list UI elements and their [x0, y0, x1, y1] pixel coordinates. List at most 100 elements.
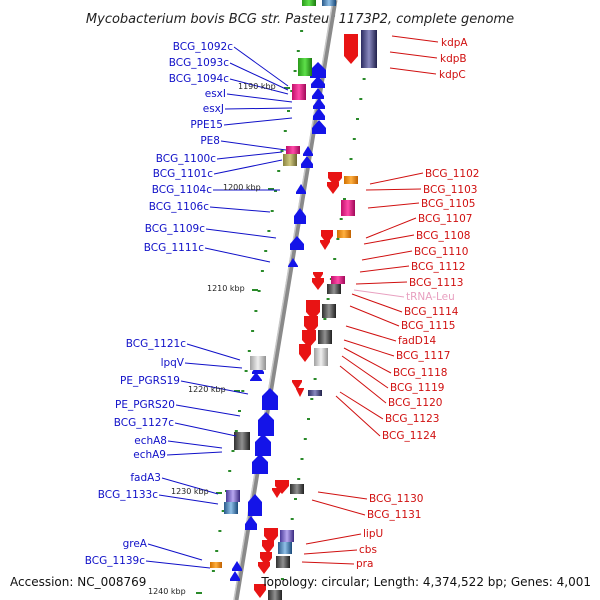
gene-box — [292, 84, 306, 100]
gene-label[interactable]: PE8 — [200, 135, 220, 147]
tick-mark — [260, 270, 264, 272]
gene-arrow-minus — [312, 120, 326, 134]
leader-line — [216, 151, 283, 160]
gene-label[interactable]: cbs — [359, 544, 377, 556]
leader-line — [161, 477, 219, 495]
kbp-tick — [196, 592, 202, 594]
gene-arrow-minus — [255, 434, 271, 456]
gene-label-trna[interactable]: tRNA-Leu — [406, 291, 455, 303]
gene-label[interactable]: PE_PGRS19 — [120, 375, 180, 387]
gene-label[interactable]: esxJ — [203, 103, 224, 115]
gene-label[interactable]: PPE15 — [190, 119, 223, 131]
gene-label[interactable]: BCG_1111c — [144, 242, 204, 254]
gene-label[interactable]: BCG_1101c — [153, 168, 213, 180]
gene-label[interactable]: BCG_1114 — [404, 306, 459, 318]
gene-label[interactable]: BCG_1130 — [369, 493, 423, 505]
tick-mark — [231, 450, 235, 452]
tick-mark — [359, 98, 363, 100]
gene-label[interactable]: BCG_1127c — [114, 417, 174, 429]
gene-label[interactable]: PE_PGRS20 — [115, 399, 175, 411]
tick-mark — [313, 378, 317, 380]
gene-label[interactable]: BCG_1123 — [385, 413, 439, 425]
gene-label[interactable]: BCG_1108 — [416, 230, 470, 242]
leader-line — [355, 281, 408, 285]
gene-label[interactable]: BCG_1104c — [152, 184, 212, 196]
gene-label[interactable]: kdpA — [441, 37, 468, 49]
gene-label[interactable]: kdpB — [440, 53, 467, 65]
tick-mark — [267, 230, 271, 232]
gene-arrow-minus — [303, 146, 313, 156]
gene-box — [276, 556, 290, 568]
gene-label[interactable]: esxI — [205, 88, 226, 100]
gene-label[interactable]: BCG_1118 — [393, 367, 447, 379]
gene-label[interactable]: pra — [356, 558, 373, 570]
leader-line — [305, 533, 362, 545]
gene-label[interactable]: BCG_1107 — [418, 213, 472, 225]
gene-label[interactable]: echA9 — [133, 449, 166, 461]
tick-mark — [280, 150, 284, 152]
gene-label[interactable]: BCG_1133c — [98, 489, 158, 501]
gene-box — [322, 304, 336, 318]
gene-box — [298, 58, 312, 76]
gene-arrow-minus — [294, 208, 306, 224]
gene-label[interactable]: BCG_1120 — [388, 397, 442, 409]
leader-line — [158, 494, 219, 505]
gene-label[interactable]: BCG_1094c — [169, 73, 229, 85]
gene-box — [327, 284, 341, 294]
leader-line — [220, 140, 287, 151]
gene-label[interactable]: fadA3 — [130, 472, 161, 484]
gene-label[interactable]: lpqV — [161, 357, 185, 369]
leader-line — [361, 250, 413, 261]
gene-arrow-minus — [288, 258, 298, 267]
gene-box — [268, 590, 282, 600]
leader-line — [359, 265, 410, 273]
gene-label[interactable]: lipU — [363, 528, 383, 540]
leader-line — [335, 395, 381, 437]
leader-line — [301, 561, 355, 565]
gene-label[interactable]: echA8 — [134, 435, 167, 447]
gene-label[interactable]: BCG_1105 — [421, 198, 475, 210]
gene-label[interactable]: BCG_1112 — [411, 261, 465, 273]
gene-label[interactable]: BCG_1106c — [149, 201, 209, 213]
leader-line — [205, 228, 277, 239]
leader-line — [180, 380, 249, 395]
tick-mark — [283, 130, 287, 132]
gene-label[interactable]: BCG_1131 — [367, 509, 421, 521]
gene-label[interactable]: greA — [123, 538, 148, 550]
gene-label[interactable]: BCG_1110 — [414, 246, 468, 258]
gene-label[interactable]: BCG_1109c — [145, 223, 205, 235]
gene-label[interactable]: BCG_1117 — [396, 350, 450, 362]
gene-label[interactable]: BCG_1103 — [423, 184, 477, 196]
tick-mark — [257, 290, 261, 292]
gene-label[interactable]: kdpC — [439, 69, 466, 81]
gene-label[interactable]: BCG_1124 — [382, 430, 437, 442]
gene-label[interactable]: BCG_1092c — [173, 41, 233, 53]
gene-box — [283, 154, 297, 166]
gene-label[interactable]: BCG_1100c — [156, 153, 216, 165]
left-gene-labels: BCG_1092c BCG_1093c BCG_1094c esxI esxJ … — [85, 41, 233, 567]
gene-arrow-plus — [260, 552, 272, 566]
leader-line — [303, 549, 358, 555]
gene-label[interactable]: BCG_1115 — [401, 320, 455, 332]
gene-label[interactable]: fadD14 — [398, 335, 437, 347]
gene-label[interactable]: BCG_1102 — [425, 168, 479, 180]
gene-box — [250, 356, 266, 370]
kbp-tick — [268, 188, 274, 190]
tick-mark — [280, 578, 284, 580]
gene-label[interactable]: BCG_1139c — [85, 555, 145, 567]
leader-line — [209, 206, 271, 213]
gene-arrow-plus — [312, 278, 324, 290]
leader-line — [365, 188, 422, 191]
gene-arrow-plus — [299, 344, 311, 362]
gene-label[interactable]: BCG_1119 — [390, 382, 444, 394]
kbp-label: 1240 kbp — [148, 587, 186, 596]
gene-label[interactable]: BCG_1121c — [126, 338, 186, 350]
gene-box — [318, 330, 332, 344]
gene-label[interactable]: BCG_1093c — [169, 57, 229, 69]
kbp-label: 1210 kbp — [207, 284, 245, 293]
gene-label[interactable]: BCG_1113 — [409, 277, 463, 289]
gene-arrow-minus — [296, 184, 306, 194]
gene-arrow-plus — [327, 182, 339, 194]
tick-mark — [310, 398, 314, 400]
